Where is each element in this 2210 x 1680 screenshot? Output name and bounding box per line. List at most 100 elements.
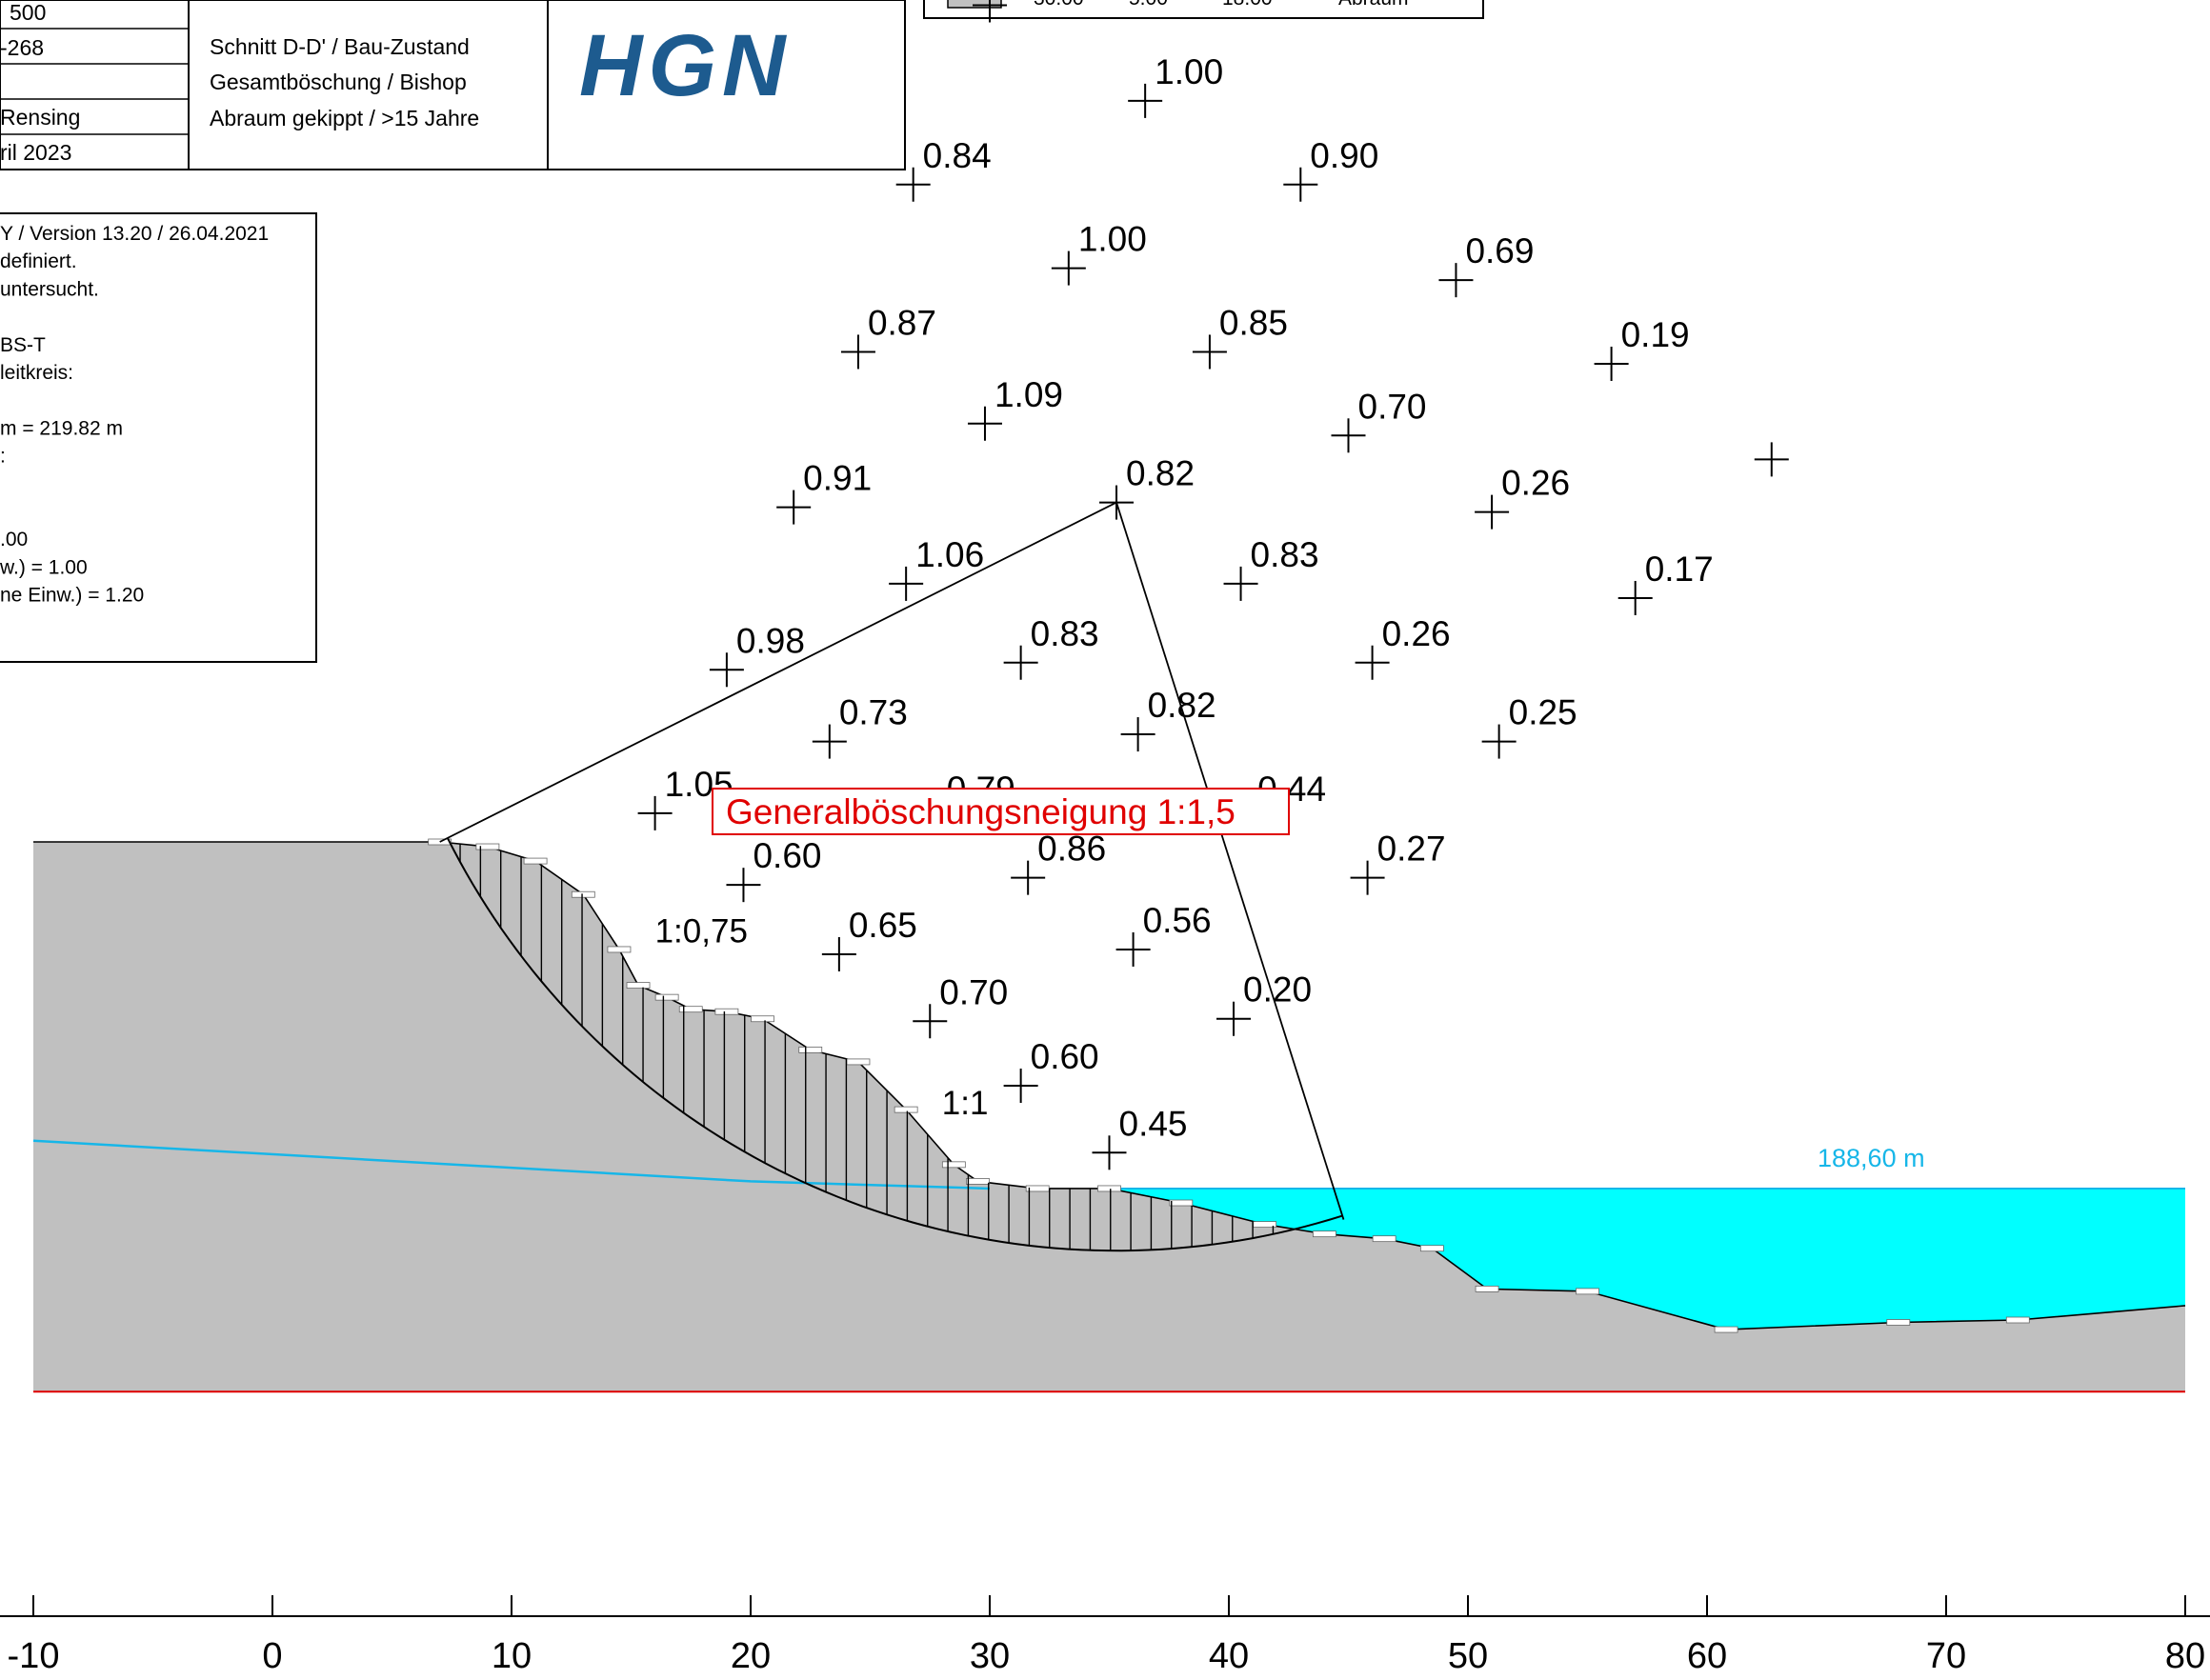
fos-label: 0.56 bbox=[1143, 901, 1212, 940]
fos-label: 0.45 bbox=[1119, 1104, 1188, 1143]
fos-label: 0.60 bbox=[753, 836, 821, 875]
x-tick-label: 10 bbox=[492, 1636, 532, 1676]
fos-point: 0.69 bbox=[1438, 231, 1534, 298]
water-body bbox=[1109, 1188, 2185, 1330]
terrain-vertex-marker bbox=[1576, 1288, 1599, 1295]
info-line: ne Einw.) = 1.20 bbox=[0, 585, 144, 607]
x-tick-label: 80 bbox=[2165, 1636, 2205, 1676]
fos-point: 0.25 bbox=[1481, 693, 1577, 759]
terrain-vertex-marker bbox=[941, 1161, 966, 1169]
fos-label: 0.60 bbox=[1031, 1037, 1099, 1076]
terrain-vertex-marker bbox=[714, 1008, 739, 1015]
x-tick-label: 20 bbox=[731, 1636, 771, 1676]
x-tick-label: 40 bbox=[1209, 1636, 1249, 1676]
soil-legend: 30.00 5.00 18.00 Abraum bbox=[923, 0, 1484, 19]
fos-point bbox=[1754, 442, 1789, 477]
fos-point: 1.00 bbox=[1128, 52, 1223, 118]
fos-point: 0.70 bbox=[913, 972, 1008, 1039]
water-level-label: 188,60 m bbox=[1818, 1144, 1925, 1172]
info-line: BS-T bbox=[0, 334, 46, 356]
terrain-vertex-marker bbox=[1714, 1326, 1738, 1333]
terrain-vertex-marker bbox=[475, 843, 500, 850]
fos-point: 0.82 bbox=[1120, 686, 1216, 752]
x-tick-label: -10 bbox=[8, 1636, 60, 1676]
legend-phi: 30.00 bbox=[1034, 0, 1084, 10]
terrain-vertex-marker bbox=[523, 857, 548, 865]
terrain-vertex-marker bbox=[626, 982, 651, 989]
fos-point: 0.83 bbox=[1003, 614, 1099, 680]
header-cell-5: ril 2023 bbox=[0, 140, 71, 165]
slices bbox=[459, 844, 1295, 1251]
fos-point: 0.45 bbox=[1092, 1104, 1188, 1170]
fos-point: 0.26 bbox=[1355, 614, 1451, 680]
fos-point: 0.82 bbox=[973, 0, 1007, 23]
fos-point: 0.60 bbox=[1003, 1037, 1099, 1104]
legend-gamma: 18.00 bbox=[1222, 0, 1273, 10]
fos-label: 1.00 bbox=[1155, 52, 1223, 91]
fos-label: 0.84 bbox=[923, 136, 992, 175]
fos-label: 0.87 bbox=[868, 303, 936, 342]
fos-label: 0.69 bbox=[1465, 231, 1534, 270]
general-slope-text: Generalböschungsneigung 1:1,5 bbox=[726, 792, 1236, 831]
fos-label: 0.90 bbox=[1310, 136, 1378, 175]
terrain-vertex-marker bbox=[607, 946, 632, 953]
radius-line-exit bbox=[1115, 502, 1345, 1220]
fos-label: 0.25 bbox=[1509, 693, 1577, 732]
fos-point: 1.00 bbox=[1051, 220, 1147, 286]
fos-label: 0.82 bbox=[1148, 686, 1216, 725]
fos-point: 0.85 bbox=[1192, 303, 1288, 370]
fos-point: 0.98 bbox=[709, 621, 805, 688]
fos-point: 1.06 bbox=[889, 535, 984, 601]
fos-label: 0.70 bbox=[939, 972, 1008, 1011]
fos-label: 0.20 bbox=[1243, 970, 1312, 1010]
x-tick-label: 50 bbox=[1448, 1636, 1488, 1676]
x-tick-label: 30 bbox=[970, 1636, 1010, 1676]
header-cell-2: -268 bbox=[0, 35, 44, 60]
fos-point: 1.09 bbox=[967, 375, 1063, 441]
fos-label: 0.91 bbox=[803, 459, 872, 498]
fos-label: 0.26 bbox=[1382, 614, 1451, 653]
slope-ratio-label: 1:0,75 bbox=[655, 912, 748, 950]
info-line: w.) = 1.00 bbox=[0, 556, 88, 578]
fos-label: 0.82 bbox=[1126, 454, 1195, 493]
fos-point: 0.87 bbox=[840, 303, 936, 370]
fos-point: 0.70 bbox=[1331, 387, 1427, 453]
fos-label: 1.09 bbox=[994, 375, 1063, 414]
title-line-2: Gesamtböschung / Bishop bbox=[210, 70, 467, 94]
info-line: : bbox=[0, 446, 6, 468]
slope-ratio-label: 1:1 bbox=[942, 1085, 989, 1122]
legend-name: Abraum bbox=[1338, 0, 1409, 10]
fos-point: 0.56 bbox=[1115, 901, 1212, 967]
info-box: Y / Version 13.20 / 26.04.2021 definiert.… bbox=[0, 212, 317, 663]
info-line: definiert. bbox=[0, 250, 77, 272]
terrain-vertex-marker bbox=[966, 1178, 990, 1185]
fos-label: 0.27 bbox=[1377, 830, 1446, 869]
fos-label: 0.86 bbox=[1037, 830, 1106, 869]
fos-point: 0.91 bbox=[776, 459, 872, 525]
terrain-vertex-marker bbox=[846, 1058, 871, 1066]
fos-point: 0.27 bbox=[1350, 830, 1446, 895]
fos-point: 0.82 bbox=[1099, 454, 1195, 520]
fos-point: 0.20 bbox=[1216, 970, 1312, 1036]
soil-body bbox=[33, 842, 2185, 1392]
fos-point: 0.90 bbox=[1283, 136, 1378, 202]
header-cell-1: 500 bbox=[10, 0, 46, 25]
fos-point: 0.60 bbox=[726, 836, 821, 903]
terrain-vertex-marker bbox=[1097, 1185, 1121, 1192]
fos-label: 0.26 bbox=[1501, 464, 1570, 503]
terrain-vertex-marker bbox=[1169, 1199, 1194, 1207]
fos-point: 0.73 bbox=[812, 693, 908, 759]
terrain-vertex-marker bbox=[1475, 1285, 1499, 1292]
fos-label: 0.70 bbox=[1358, 387, 1427, 426]
general-slope-label: Generalböschungsneigung 1:1,5 bbox=[712, 788, 1290, 835]
terrain-vertex-marker bbox=[1372, 1235, 1396, 1243]
info-line: untersucht. bbox=[0, 278, 99, 300]
x-tick-label: 0 bbox=[262, 1636, 282, 1676]
fos-label: 1.06 bbox=[915, 535, 984, 574]
hgn-logo: HGN bbox=[579, 17, 791, 114]
legend-swatch bbox=[947, 0, 1002, 9]
terrain-vertex-marker bbox=[1886, 1319, 1911, 1326]
fos-point: 0.65 bbox=[821, 906, 917, 971]
terrain-vertex-marker bbox=[751, 1015, 774, 1023]
